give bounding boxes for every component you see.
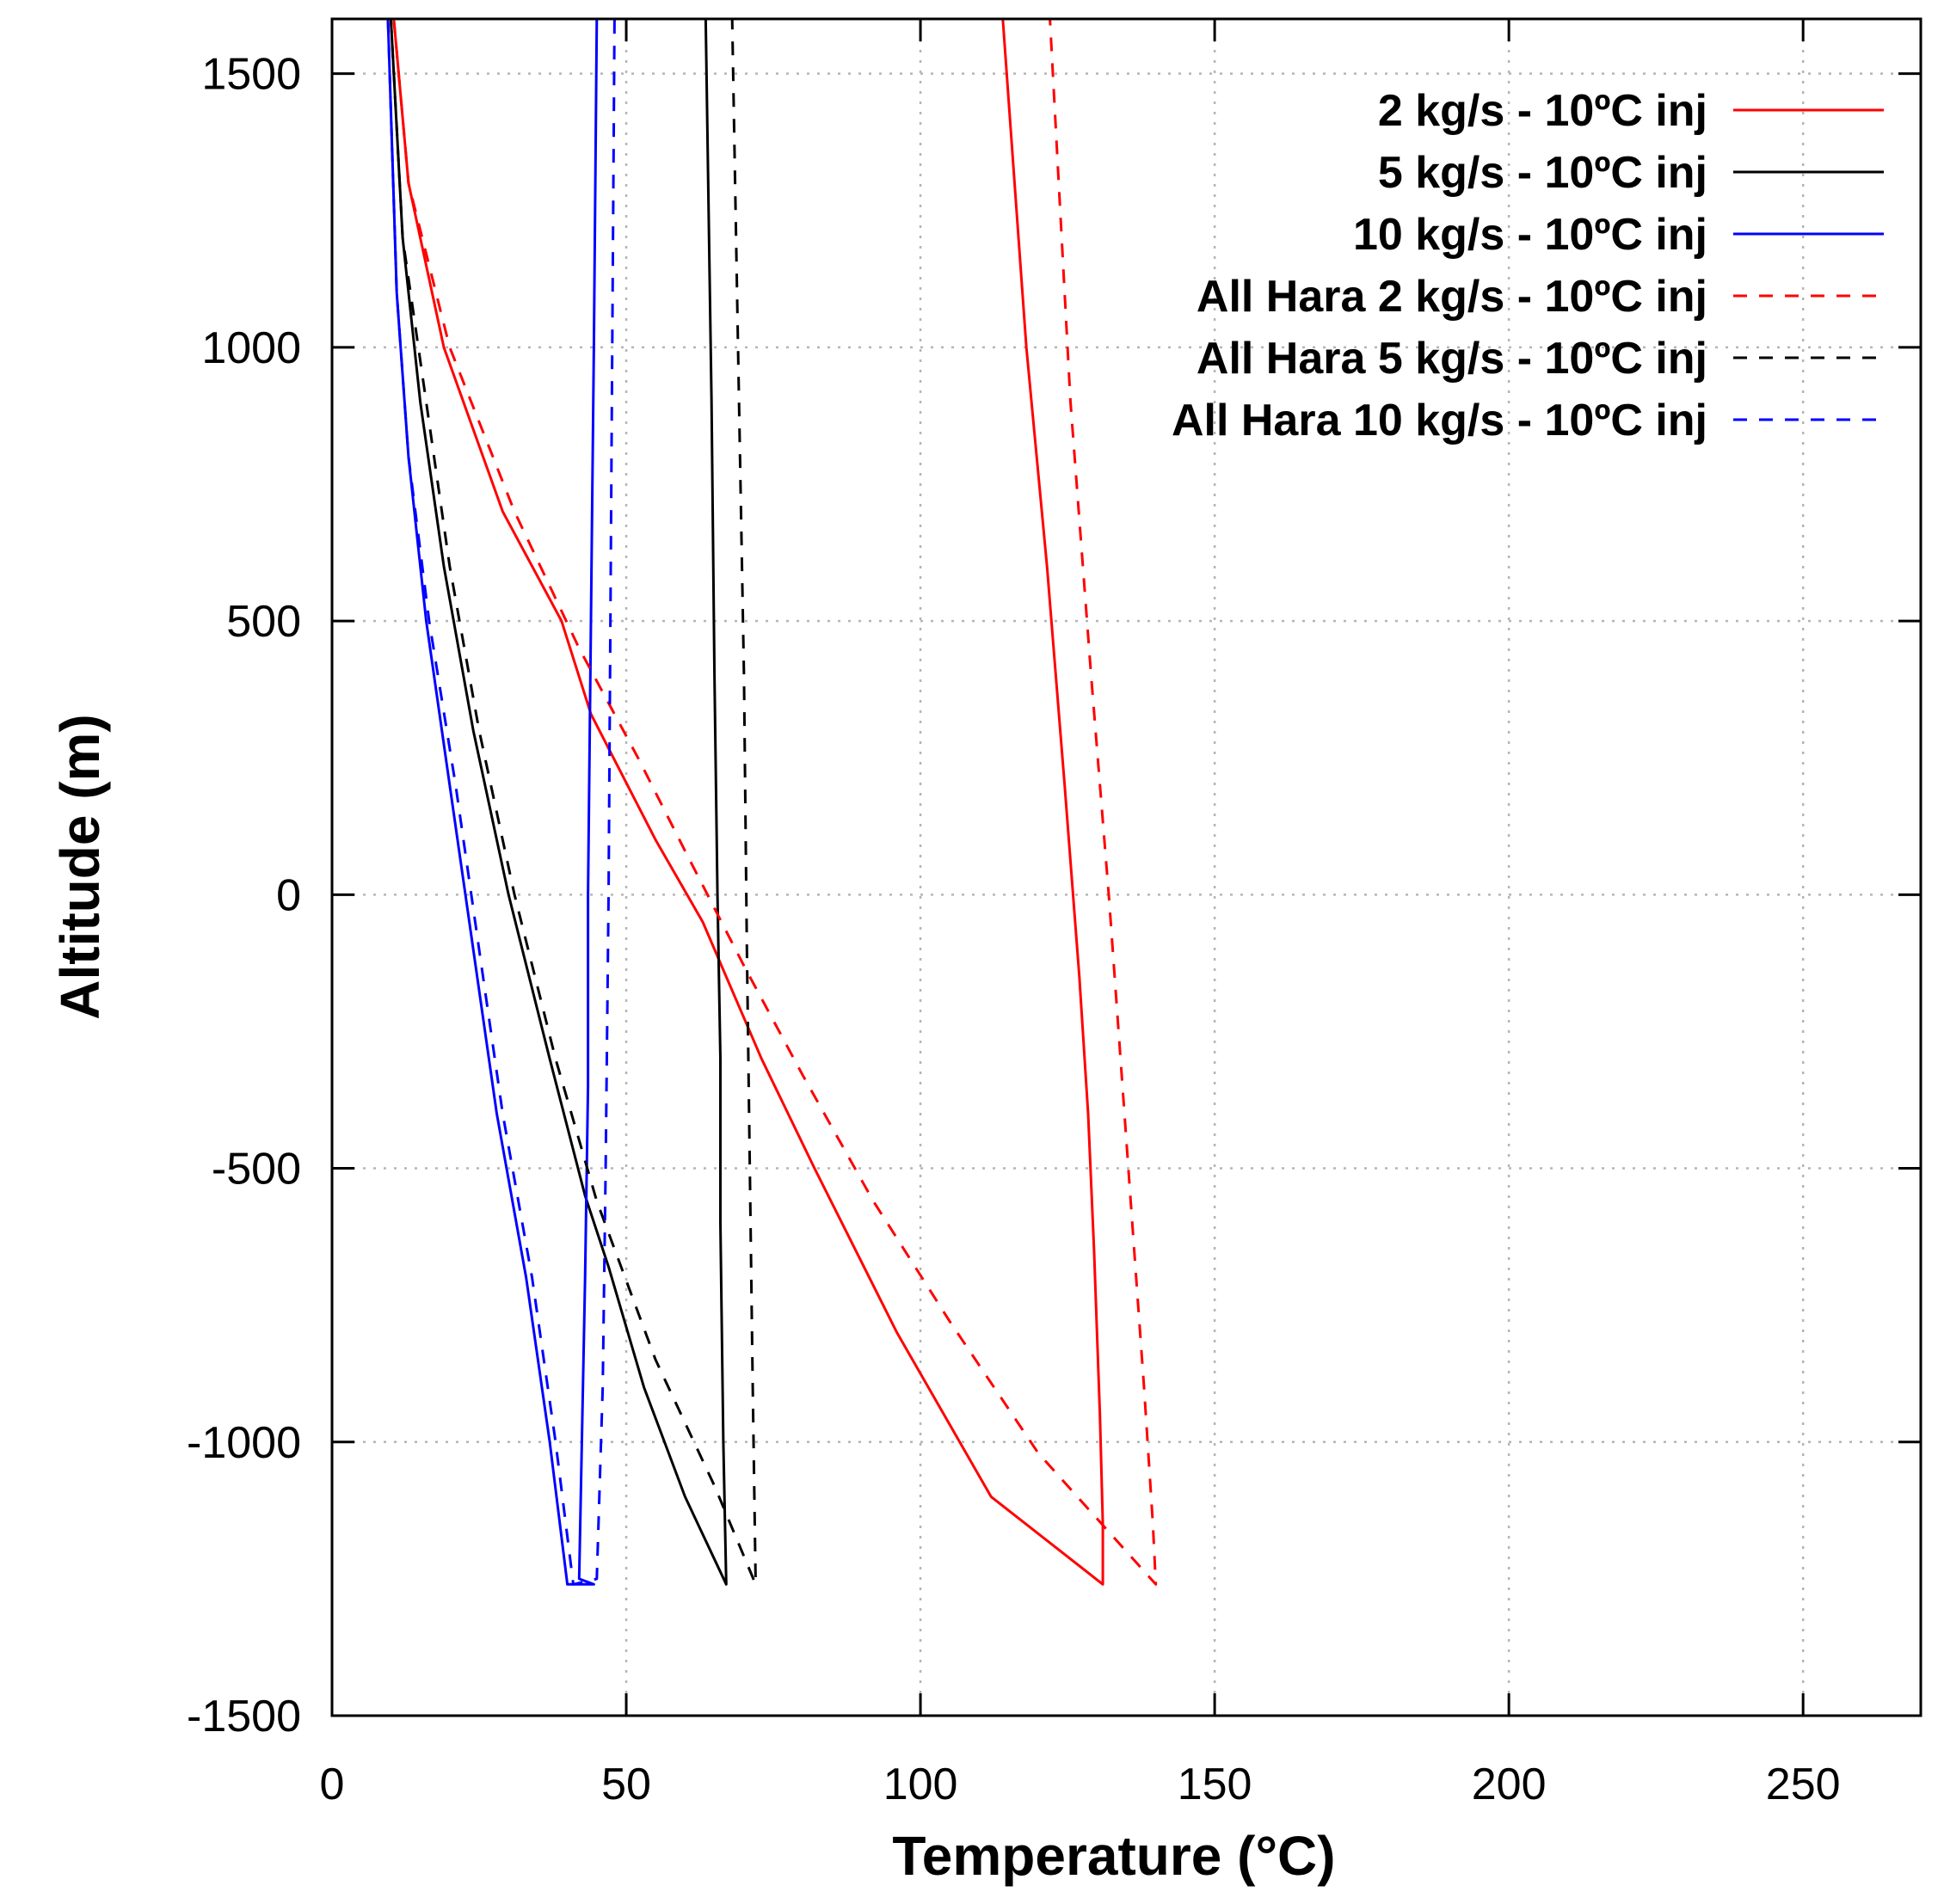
x-tick-label: 250 — [1766, 1760, 1841, 1809]
y-tick-label: 500 — [226, 597, 301, 647]
legend-label: 10 kg/s - 10ºC inj — [1353, 210, 1707, 260]
series-line — [389, 18, 728, 1586]
y-tick-labels: -1500 -1000 -500 0 500 1000 1500 — [187, 50, 301, 1741]
x-tick-label: 200 — [1472, 1760, 1547, 1809]
x-axis-label: Temperature (°C) — [892, 1825, 1335, 1887]
series-line — [389, 18, 757, 1586]
series-line — [386, 18, 616, 1586]
legend-label: 2 kg/s - 10ºC inj — [1378, 86, 1707, 136]
legend: 2 kg/s - 10ºC inj 5 kg/s - 10ºC inj 10 kg/… — [1172, 86, 1884, 445]
series-line — [386, 18, 599, 1586]
legend-label: All Hara 10 kg/s - 10ºC inj — [1172, 396, 1707, 445]
y-tick-label: -1500 — [187, 1692, 301, 1741]
axis-ticks — [330, 19, 1921, 1717]
series-line — [392, 18, 1158, 1586]
x-tick-label: 0 — [320, 1760, 345, 1809]
series-line — [392, 18, 1104, 1586]
grid — [332, 19, 1921, 1716]
y-tick-label: 1500 — [201, 50, 301, 100]
legend-label: 5 kg/s - 10ºC inj — [1378, 148, 1707, 198]
y-tick-label: -1000 — [187, 1418, 301, 1468]
legend-label: All Hara 5 kg/s - 10ºC inj — [1197, 334, 1707, 384]
series-group — [386, 18, 1158, 1586]
x-tick-label: 100 — [883, 1760, 958, 1809]
plot-frame — [330, 17, 1922, 1717]
y-axis-label: Altitude (m) — [49, 714, 111, 1020]
x-tick-label: 150 — [1178, 1760, 1252, 1809]
y-tick-label: 1000 — [201, 323, 301, 373]
y-tick-label: -500 — [212, 1145, 301, 1195]
legend-label: All Hara 2 kg/s - 10ºC inj — [1197, 272, 1707, 322]
x-tick-labels: 0 50 100 150 200 250 — [320, 1760, 1841, 1809]
x-tick-label: 50 — [601, 1760, 651, 1809]
y-tick-label: 0 — [276, 870, 301, 920]
